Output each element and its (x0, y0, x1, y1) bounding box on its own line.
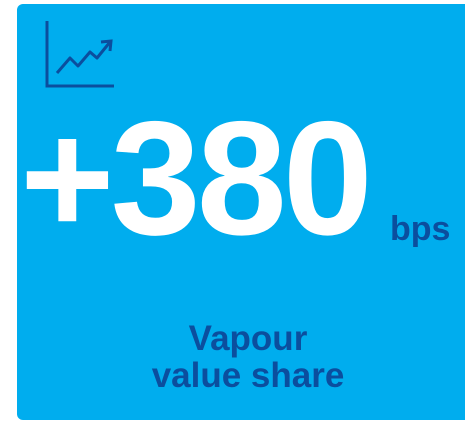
card (17, 4, 465, 420)
label-line: Vapour (189, 319, 308, 358)
icon-axes (45, 21, 114, 88)
trend-icon (45, 21, 114, 88)
label-line: value share (152, 356, 345, 395)
icon-arrow (100, 39, 113, 52)
stat-unit: bps (390, 210, 450, 248)
stat-value: +380 (20, 88, 369, 269)
icon-line (55, 41, 112, 74)
